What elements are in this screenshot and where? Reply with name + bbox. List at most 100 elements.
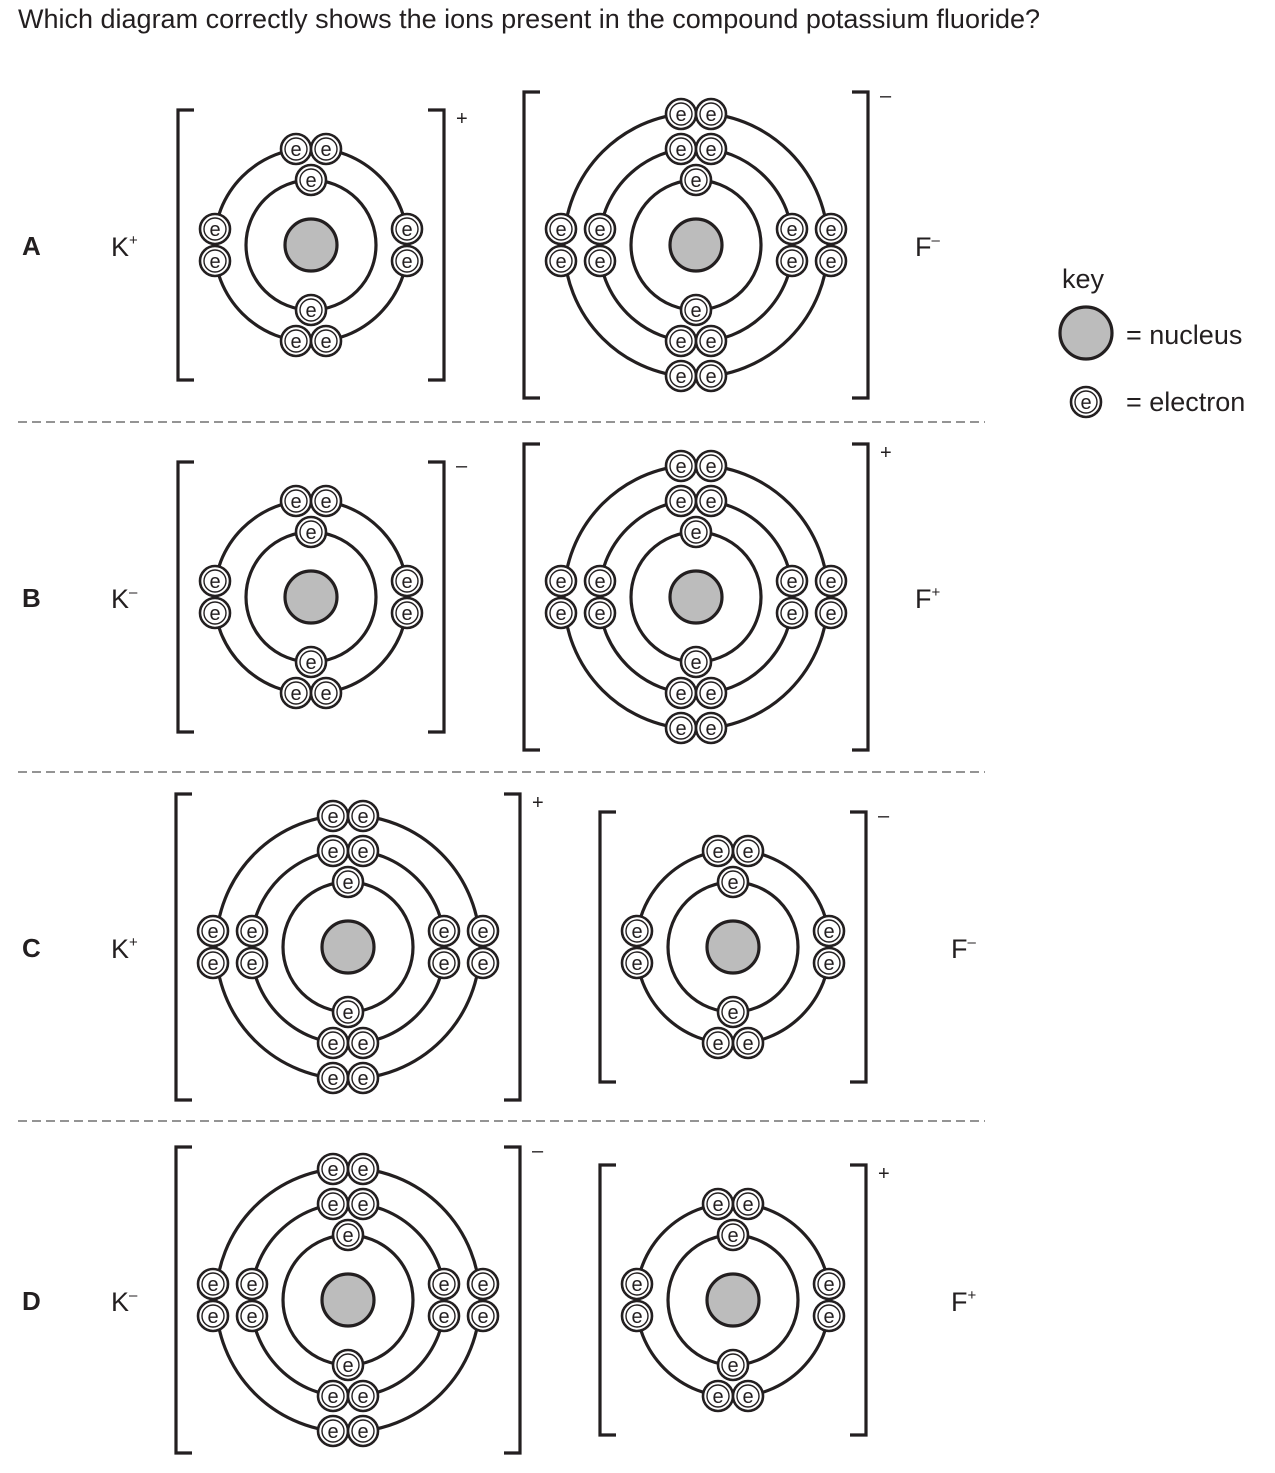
ion-label: F–	[951, 934, 977, 964]
electron-icon: e	[544, 244, 578, 278]
electron-symbol: e	[705, 683, 716, 705]
electron-icon: e	[694, 324, 728, 358]
electron-icon: e	[620, 914, 654, 948]
electron-symbol: e	[209, 219, 220, 241]
electron-inner-circle	[203, 217, 227, 241]
nucleus	[320, 919, 376, 975]
ion-label: K–	[111, 1287, 138, 1317]
electron-inner-circle	[321, 1066, 345, 1090]
left-bracket	[176, 108, 194, 382]
electron-inner-circle	[351, 839, 375, 863]
electron-symbol: e	[555, 571, 566, 593]
electron-inner-circle	[669, 489, 693, 513]
electron-icon: e	[679, 645, 713, 679]
electron-symbol: e	[727, 1002, 738, 1024]
electron-inner-circle	[240, 919, 264, 943]
electron-symbol: e	[290, 683, 301, 705]
electron-inner-circle	[588, 217, 612, 241]
electron-icon: e	[694, 711, 728, 745]
electron-icon: e	[196, 1267, 230, 1301]
electron-symbol: e	[823, 921, 834, 943]
electron-symbol: e	[477, 1274, 488, 1296]
electron-icon: e	[731, 834, 765, 868]
electron-inner-circle	[321, 1192, 345, 1216]
nucleus	[283, 569, 339, 625]
electron-inner-circle	[299, 520, 323, 544]
electron-symbol: e	[342, 872, 353, 894]
electron-icon: e	[346, 1379, 380, 1413]
nucleus	[668, 217, 724, 273]
electron-symbol: e	[246, 1306, 257, 1328]
electron-symbol: e	[727, 872, 738, 894]
electron-icon: e	[309, 324, 343, 358]
electron-icon: e	[731, 1379, 765, 1413]
electron-icon: e	[346, 1414, 380, 1448]
electron-icon: e	[664, 711, 698, 745]
electron-symbol: e	[246, 1274, 257, 1296]
right-bracket	[850, 1163, 868, 1437]
electron-symbol: e	[712, 1386, 723, 1408]
electron-inner-circle	[203, 569, 227, 593]
electron-symbol: e	[690, 522, 701, 544]
electron-symbol: e	[675, 104, 686, 126]
ion-charge: +	[532, 792, 544, 814]
electron-inner-circle	[471, 1272, 495, 1296]
electron-icon: e	[775, 596, 809, 630]
electron-inner-circle	[549, 217, 573, 241]
electron-inner-circle	[336, 1223, 360, 1247]
electron-inner-circle	[780, 601, 804, 625]
electron-inner-circle	[321, 1384, 345, 1408]
electron-icon: e	[731, 1187, 765, 1221]
left-bracket	[522, 442, 540, 752]
electron-symbol: e	[690, 300, 701, 322]
electron-icon: e	[196, 914, 230, 948]
electron-symbol: e	[742, 841, 753, 863]
electron-symbol: e	[1080, 392, 1091, 414]
electron-symbol: e	[401, 251, 412, 273]
electron-inner-circle	[240, 1304, 264, 1328]
electron-symbol: e	[320, 331, 331, 353]
right-bracket	[428, 460, 446, 734]
electron-icon: e	[664, 324, 698, 358]
electron-icon: e	[701, 1026, 735, 1060]
electron-icon: e	[331, 1348, 365, 1382]
electron-inner-circle	[699, 329, 723, 353]
electron-icon: e	[196, 1299, 230, 1333]
electron-inner-circle	[549, 249, 573, 273]
electron-icon: e	[664, 359, 698, 393]
electron-inner-circle	[625, 951, 649, 975]
electron-icon: e	[235, 1267, 269, 1301]
electron-inner-circle	[351, 1157, 375, 1181]
electron-symbol: e	[438, 921, 449, 943]
nucleus	[705, 1272, 761, 1328]
electron-symbol: e	[555, 219, 566, 241]
electron-inner-circle	[395, 249, 419, 273]
electron-symbol: e	[594, 219, 605, 241]
electron-icon: e	[316, 1061, 350, 1095]
electron-icon: e	[316, 1414, 350, 1448]
electron-symbol: e	[690, 170, 701, 192]
electron-symbol: e	[825, 251, 836, 273]
electron-inner-circle	[721, 1223, 745, 1247]
electron-symbol: e	[555, 603, 566, 625]
electron-inner-circle	[706, 839, 730, 863]
electron-inner-circle	[314, 329, 338, 353]
electron-symbol: e	[357, 1033, 368, 1055]
electron-icon: e	[701, 834, 735, 868]
right-bracket	[504, 1145, 522, 1455]
electron-inner-circle	[395, 569, 419, 593]
electron-inner-circle	[780, 569, 804, 593]
electron-symbol: e	[207, 921, 218, 943]
electron-symbol: e	[631, 1306, 642, 1328]
electron-icon: e	[775, 212, 809, 246]
electron-icon: e	[814, 244, 848, 278]
electron-symbol: e	[342, 1225, 353, 1247]
